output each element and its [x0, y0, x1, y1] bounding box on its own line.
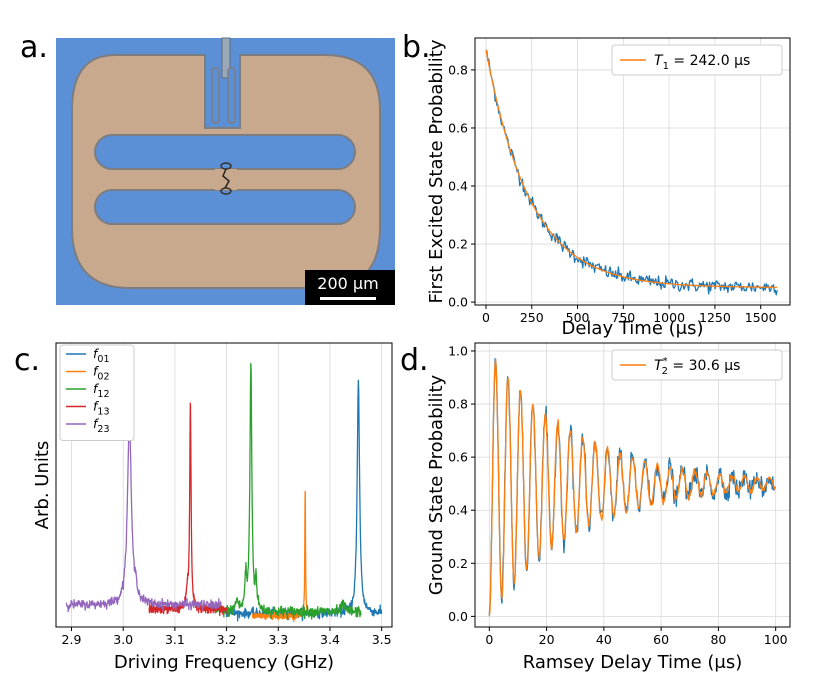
- panel-b-letter: b.: [402, 30, 431, 65]
- legend-d: T* 2 = 30.6 μs: [611, 349, 783, 381]
- y-tick-label: 0.0: [448, 295, 468, 310]
- x-tick-label: 80: [710, 632, 726, 647]
- x-tick-label: 3.2: [217, 632, 237, 647]
- x-tick-label: 1000: [653, 310, 685, 325]
- y-tick-label: 0.6: [448, 120, 468, 135]
- series-group-b: [485, 49, 778, 296]
- josephson-junction: [222, 168, 230, 189]
- scale-bar-label: 200 µm: [317, 274, 378, 293]
- junction-pad-bottom: [220, 187, 232, 195]
- x-tick-label: 3.5: [372, 632, 392, 647]
- panel-b: b. 0 250 500 750 1000 1250 1500 0.0 0.2 0.4 0.6 0.8…: [402, 30, 791, 339]
- legend-entry: T* 2 = 30.6 μs: [654, 356, 740, 377]
- series-line-fit: [485, 49, 778, 288]
- x-tick-label: 3.3: [268, 632, 288, 647]
- chart-c: 2.9 3.0 3.1 3.2 3.3 3.4 3.5 Driving Frequency (…: [32, 342, 393, 673]
- x-tick-label: 3.4: [320, 632, 340, 647]
- y-tick-label: 0.0: [448, 609, 468, 624]
- x-tick-label: 3.0: [113, 632, 133, 647]
- panel-c: c. 2.9 3.0 3.1 3.2 3.3 3.4 3.5 Driving Frequenc…: [14, 342, 393, 673]
- coupler-slot-right: [227, 67, 236, 124]
- legend-b: T1 = 242.0 μs: [611, 44, 783, 76]
- x-tick-label: 20: [539, 632, 555, 647]
- legend-entry: f12: [93, 381, 110, 400]
- x-tick-label: 500: [566, 310, 590, 325]
- legend-box-b: [611, 44, 783, 76]
- series-group-c: [65, 362, 383, 622]
- legend-box-c: [59, 344, 135, 441]
- x-tick-label: 750: [611, 310, 635, 325]
- y-tick-label: 1.0: [448, 343, 468, 358]
- x-tick-label: 1500: [745, 310, 777, 325]
- x-tick-label: 2.9: [62, 632, 82, 647]
- legend-box-d: [611, 349, 783, 381]
- coupler-slot-left: [211, 67, 220, 124]
- series-line-fit: [488, 358, 776, 617]
- series-line-data: [488, 358, 777, 616]
- y-axis-label-c: Arb. Units: [32, 441, 53, 530]
- chart-d: 0 20 40 60 80 100 0.0 0.2 0.4 0.6 0.8 1.0 Ramsey Del…: [426, 342, 791, 673]
- x-tick-label: 60: [653, 632, 669, 647]
- legend-entry: f02: [93, 364, 110, 383]
- legend-entry: f01: [93, 346, 110, 365]
- series-line-f13: [148, 402, 228, 617]
- panel-d-letter: d.: [400, 343, 429, 378]
- chart-b: 0 250 500 750 1000 1250 1500 0.0 0.2 0.4 0.6 0.8 Del…: [426, 37, 791, 339]
- x-tick-label: 100: [764, 632, 788, 647]
- y-tick-label: 0.2: [448, 237, 468, 252]
- plot-frame-c: [55, 342, 393, 628]
- legend-entry: f23: [93, 416, 110, 435]
- plot-frame-d: [474, 342, 791, 628]
- grid-c: [71, 343, 383, 627]
- y-tick-label: 0.4: [448, 179, 468, 194]
- y-tick-label: 0.8: [448, 397, 468, 412]
- scale-bar-line: [320, 297, 376, 300]
- x-axis-label-d: Ramsey Delay Time (μs): [523, 652, 743, 673]
- panel-a: a. 200 µm: [20, 30, 395, 305]
- x-axis-label-b: Delay Time (μs): [562, 318, 704, 339]
- y-axis-label-d: Ground State Probability: [426, 374, 447, 595]
- feedline: [221, 37, 231, 79]
- plot-frame-b: [474, 37, 791, 306]
- y-tick-label: 0.6: [448, 450, 468, 465]
- capacitor-gap-bottom: [94, 189, 356, 225]
- device-micrograph: 200 µm: [56, 37, 395, 305]
- legend-entry: T1 = 242.0 μs: [654, 53, 750, 72]
- grid-b: [475, 38, 790, 305]
- x-tick-label: 0: [485, 632, 493, 647]
- series-line-data: [485, 50, 778, 296]
- y-tick-label: 0.4: [448, 503, 468, 518]
- legend-entry: f13: [93, 399, 110, 418]
- x-tick-label: 40: [596, 632, 612, 647]
- series-line-f23: [65, 418, 222, 613]
- series-line-f02: [251, 490, 310, 622]
- y-tick-label: 0.2: [448, 556, 468, 571]
- capacitor-gap-top: [94, 134, 356, 170]
- junction-bridge: [215, 169, 237, 190]
- x-axis-label-c: Driving Frequency (GHz): [114, 652, 334, 673]
- y-tick-label: 0.8: [448, 62, 468, 77]
- panel-d: d. 0 20 40 60 80 100 0.0 0.2 0.4 0.6 0.8 1.0 Ramsey …: [400, 342, 791, 673]
- panel-a-letter: a.: [20, 30, 48, 65]
- panel-c-letter: c.: [14, 343, 40, 378]
- x-tick-label: 0: [482, 310, 490, 325]
- x-tick-label: 3.1: [165, 632, 185, 647]
- x-tick-label: 250: [520, 310, 544, 325]
- series-line-f12: [215, 362, 362, 621]
- y-axis-label-b: First Excited State Probability: [426, 39, 447, 303]
- x-tick-label: 1250: [699, 310, 731, 325]
- series-group-d: [488, 358, 777, 617]
